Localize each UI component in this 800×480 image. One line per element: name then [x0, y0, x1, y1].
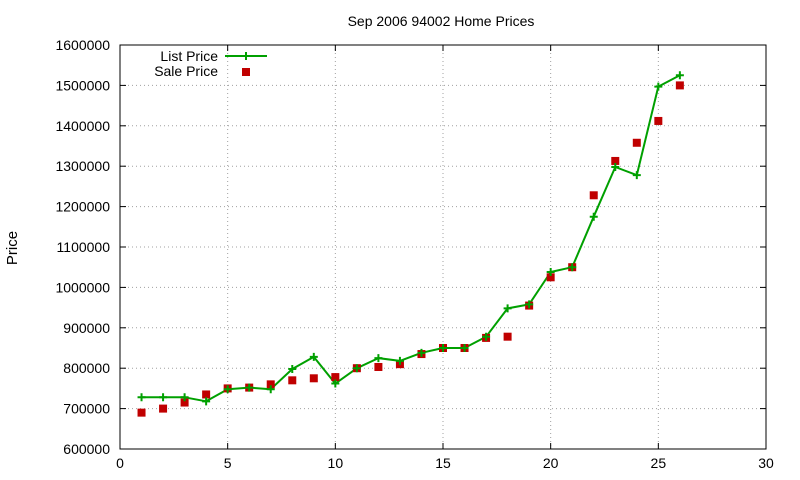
- x-tick-label: 15: [435, 455, 451, 471]
- sale-price-point: [202, 390, 211, 399]
- list-price-point: [589, 212, 598, 221]
- list-price-point: [568, 263, 577, 272]
- legend-label-list-price: List Price: [160, 48, 218, 64]
- y-tick-label: 600000: [63, 441, 110, 457]
- list-price-point: [525, 300, 534, 309]
- list-price-point: [202, 397, 211, 406]
- series-layer: [137, 71, 684, 417]
- sale-price-point: [632, 138, 641, 147]
- list-price-point: [395, 356, 404, 365]
- list-price-point: [309, 352, 318, 361]
- sale-price-point: [374, 362, 383, 371]
- list-price-point: [503, 304, 512, 313]
- legend-marker-sale-price: [242, 68, 250, 76]
- x-tick-label: 25: [651, 455, 667, 471]
- sale-price-point: [331, 373, 340, 382]
- y-tick-label: 1600000: [55, 37, 110, 53]
- list-price-point: [352, 364, 361, 373]
- list-price-point: [374, 354, 383, 363]
- list-price-point: [331, 379, 340, 388]
- list-price-point: [654, 82, 663, 91]
- list-price-point: [137, 393, 146, 402]
- legend-label-sale-price: Sale Price: [154, 63, 218, 79]
- y-tick-label: 1000000: [55, 279, 110, 295]
- sale-price-point: [137, 408, 146, 417]
- list-price-point: [675, 71, 684, 80]
- list-price-point: [460, 344, 469, 352]
- list-price-point: [180, 393, 189, 402]
- list-price-point: [417, 348, 426, 357]
- list-price-point: [159, 393, 168, 402]
- sale-price-point: [309, 374, 318, 383]
- list-price-point: [632, 171, 641, 180]
- sale-price-point: [266, 380, 275, 389]
- list-price-line: [141, 74, 681, 403]
- sale-price-point: [180, 398, 189, 407]
- plot-frame: [119, 44, 767, 450]
- y-tick-label: 700000: [63, 401, 110, 417]
- grid-layer: [120, 45, 766, 449]
- list-price-point: [611, 163, 620, 172]
- y-tick-label: 900000: [63, 320, 110, 336]
- y-tick-label: 1200000: [55, 199, 110, 215]
- chart-title: Sep 2006 94002 Home Prices: [348, 13, 535, 29]
- tick-layer: 0 5 10 15 20 25 30 600000 700000 800000 900000 1000…: [55, 37, 774, 471]
- y-tick-label: 1400000: [55, 118, 110, 134]
- list-price-point: [288, 365, 297, 374]
- x-tick-label: 10: [328, 455, 344, 471]
- x-tick-label: 5: [224, 455, 232, 471]
- list-price-point: [482, 332, 491, 341]
- legend-marker-list-price: [242, 52, 250, 60]
- legend: List Price Sale Price: [154, 48, 267, 79]
- y-tick-label: 800000: [63, 360, 110, 376]
- sale-price-point: [503, 332, 512, 341]
- sale-price-point: [675, 81, 684, 90]
- list-price-point: [266, 385, 275, 394]
- x-tick-label: 0: [116, 455, 124, 471]
- sale-price-point: [611, 156, 620, 165]
- y-tick-label: 1500000: [55, 77, 110, 93]
- list-price-point: [223, 385, 232, 394]
- y-axis-label: Price: [4, 231, 21, 265]
- sale-price-point: [546, 273, 555, 282]
- sale-price-point: [654, 116, 663, 125]
- y-tick-label: 1300000: [55, 158, 110, 174]
- x-tick-label: 30: [758, 455, 774, 471]
- list-price-point: [546, 268, 555, 277]
- list-price-point: [245, 383, 254, 392]
- list-price-point: [439, 344, 447, 352]
- x-tick-label: 20: [543, 455, 559, 471]
- y-tick-label: 1100000: [57, 239, 111, 255]
- sale-price-point: [288, 376, 297, 385]
- sale-price-point: [159, 404, 168, 413]
- sale-price-point: [589, 191, 598, 200]
